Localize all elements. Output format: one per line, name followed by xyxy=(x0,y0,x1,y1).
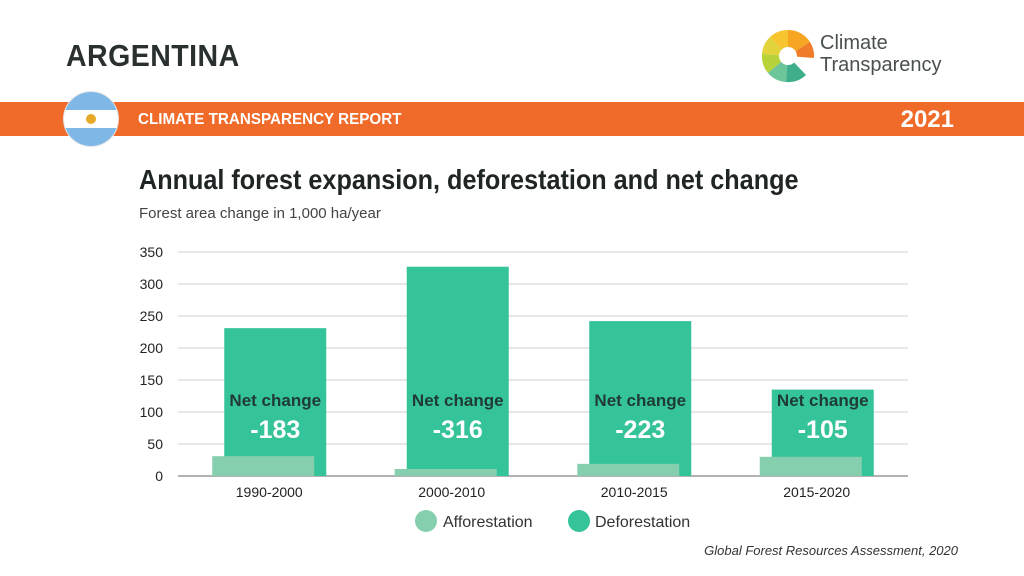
net-change-value: -183 xyxy=(250,416,300,444)
net-change-label: Net change xyxy=(777,391,869,410)
net-change-value: -316 xyxy=(433,416,483,444)
chart-title: Annual forest expansion, deforestation a… xyxy=(139,164,799,195)
climate-transparency-logo: Climate Transparency xyxy=(758,26,968,86)
afforestation-bar xyxy=(577,463,680,476)
chart-subtitle: Forest area change in 1,000 ha/year xyxy=(139,205,381,222)
deforestation-bar xyxy=(589,321,692,476)
afforestation-bar xyxy=(394,468,497,476)
deforestation-bar xyxy=(224,328,327,476)
y-tick-label: 300 xyxy=(140,276,164,292)
y-tick-label: 350 xyxy=(140,244,164,260)
legend-deforestation-label: Deforestation xyxy=(595,514,690,531)
y-tick-label: 50 xyxy=(147,436,163,452)
report-banner: CLIMATE TRANSPARENCY REPORT 2021 xyxy=(0,102,1024,136)
x-tick-label: 2000-2010 xyxy=(418,484,485,500)
logo-line-1: Climate xyxy=(820,32,888,54)
legend-afforestation-swatch xyxy=(415,510,437,532)
x-tick-label: 2015-2020 xyxy=(783,484,850,500)
y-tick-label: 200 xyxy=(140,340,164,356)
report-year: 2021 xyxy=(900,106,954,133)
y-tick-label: 0 xyxy=(155,468,163,484)
net-change-label: Net change xyxy=(229,391,321,410)
country-title: ARGENTINA xyxy=(66,38,240,73)
afforestation-bar xyxy=(212,456,315,476)
logo-line-2: Transparency xyxy=(820,54,942,76)
afforestation-bar xyxy=(759,456,862,476)
source-note: Global Forest Resources Assessment, 2020 xyxy=(704,543,958,558)
legend-deforestation-swatch xyxy=(568,510,590,532)
y-tick-label: 150 xyxy=(140,372,164,388)
net-change-label: Net change xyxy=(412,391,504,410)
logo-sunburst-icon xyxy=(761,29,815,83)
y-tick-label: 250 xyxy=(140,308,164,324)
legend-afforestation-label: Afforestation xyxy=(443,514,533,531)
net-change-label: Net change xyxy=(594,391,686,410)
x-tick-label: 1990-2000 xyxy=(236,484,303,500)
net-change-value: -223 xyxy=(615,416,665,444)
deforestation-bar xyxy=(406,266,509,476)
report-label: CLIMATE TRANSPARENCY REPORT xyxy=(138,111,402,128)
net-change-value: -105 xyxy=(798,416,848,444)
y-tick-label: 100 xyxy=(140,404,164,420)
x-tick-label: 2010-2015 xyxy=(601,484,668,500)
argentina-flag-icon xyxy=(64,92,118,146)
